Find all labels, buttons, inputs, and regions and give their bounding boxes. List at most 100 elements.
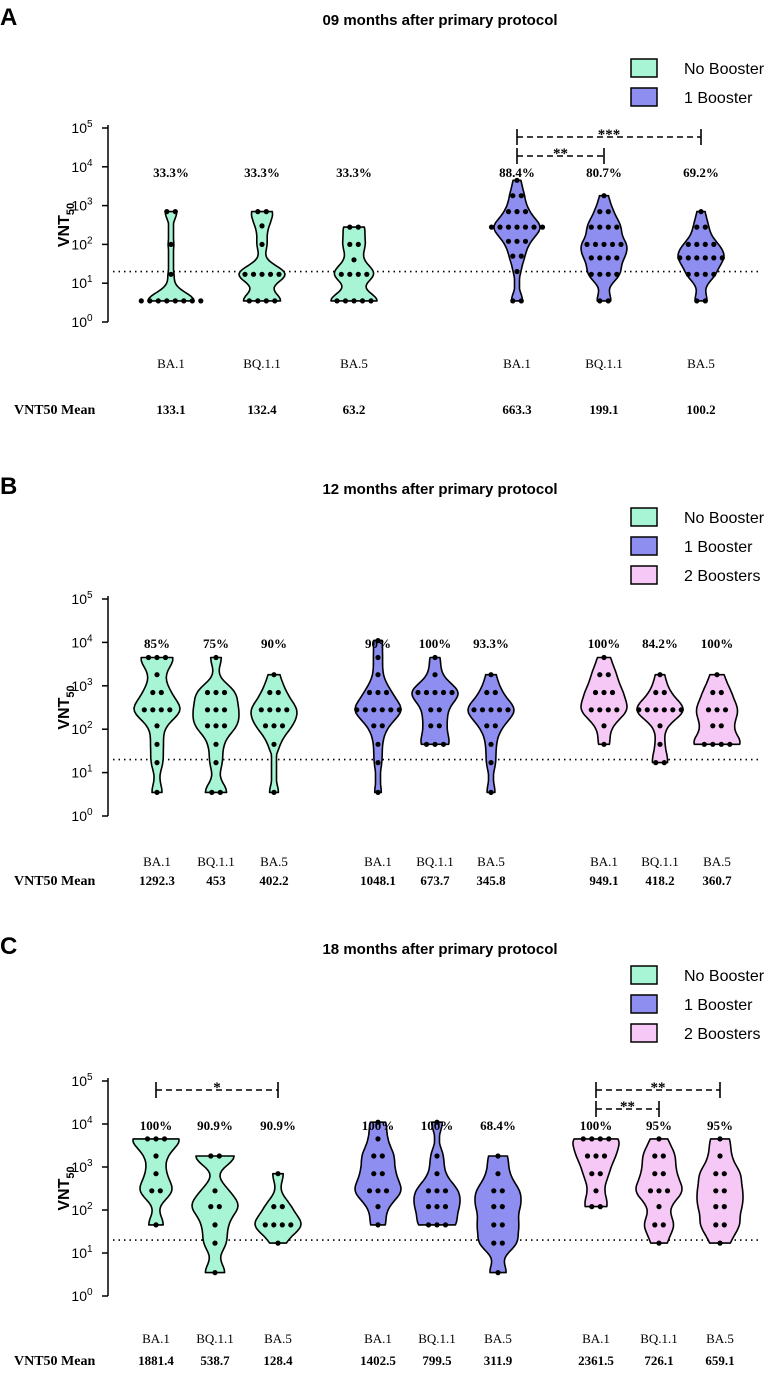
data-point <box>717 1240 723 1246</box>
data-point <box>605 271 611 277</box>
data-point <box>714 707 720 713</box>
violin-body <box>132 1138 180 1226</box>
violin-group: 100% BA.1 949.1 <box>580 636 628 888</box>
significance-bracket: ** <box>595 1080 721 1098</box>
data-point <box>694 255 700 261</box>
data-point <box>212 1222 218 1228</box>
data-point <box>657 741 663 747</box>
data-point <box>213 654 219 661</box>
data-point <box>584 1153 591 1159</box>
data-point <box>605 672 611 678</box>
data-point <box>212 1188 218 1194</box>
violin-body <box>580 194 628 302</box>
category-label: BQ.1.1 <box>640 1331 678 1346</box>
data-point <box>588 271 594 277</box>
data-point <box>423 741 430 747</box>
data-point <box>255 298 261 304</box>
y-tick-label: 102 <box>71 235 93 252</box>
data-point <box>702 224 708 230</box>
data-point <box>396 707 402 713</box>
violin-body <box>147 210 195 302</box>
data-point <box>158 689 164 696</box>
data-point <box>514 177 520 183</box>
y-tick-label: 101 <box>71 764 93 781</box>
data-point <box>255 209 261 215</box>
data-point <box>719 255 725 261</box>
y-tick-label: 103 <box>71 677 93 694</box>
data-point <box>670 707 676 713</box>
data-point <box>347 224 353 230</box>
mean-value: 1881.4 <box>138 1353 174 1368</box>
data-point <box>601 654 607 661</box>
significance-label: ** <box>553 146 568 162</box>
data-point <box>154 672 160 678</box>
legend-swatch <box>630 507 658 527</box>
data-point <box>153 1136 159 1142</box>
data-point <box>155 298 161 304</box>
data-point <box>259 271 265 277</box>
legend-swatch <box>630 565 658 585</box>
category-label: BA.1 <box>503 356 531 371</box>
violin-group: 100% BA.1 1881.4 <box>132 1118 180 1368</box>
data-point <box>347 271 353 277</box>
data-point <box>606 1136 612 1142</box>
data-point <box>189 298 195 304</box>
data-point <box>605 224 611 230</box>
data-point <box>711 255 717 261</box>
violin-body <box>250 673 298 794</box>
panel-a: A 09 months after primary protocol No Boos… <box>0 4 765 418</box>
data-point <box>338 271 344 277</box>
mean-value: 360.7 <box>702 873 732 888</box>
data-point <box>375 1119 381 1125</box>
legend-swatch <box>630 965 658 985</box>
data-point <box>656 1240 662 1246</box>
data-point <box>442 1222 449 1228</box>
violin-body <box>572 1138 620 1208</box>
data-point <box>710 723 716 729</box>
mean-row-label: VNT50 Mean <box>14 1354 95 1369</box>
data-point <box>713 1188 719 1194</box>
data-point <box>597 298 603 304</box>
data-point <box>375 638 381 644</box>
data-point <box>702 255 708 261</box>
mean-value: 453 <box>206 873 226 888</box>
percent-label: 80.7% <box>586 165 622 180</box>
data-point <box>589 1204 595 1210</box>
data-point <box>168 271 174 277</box>
data-point <box>198 298 204 304</box>
data-point <box>471 707 477 713</box>
y-axis-label: VNT50 <box>56 1166 77 1210</box>
data-point <box>718 689 724 696</box>
data-point <box>375 1188 381 1194</box>
violin-body <box>580 656 628 746</box>
data-point <box>484 689 490 696</box>
data-point <box>522 209 529 215</box>
y-tick-label: 105 <box>71 1072 93 1089</box>
data-point <box>514 268 520 275</box>
data-point <box>518 298 524 304</box>
data-point <box>449 689 455 696</box>
data-point <box>415 689 421 696</box>
data-point <box>213 707 219 713</box>
mean-row-label: VNT50 Mean <box>14 403 95 418</box>
data-point <box>505 707 511 713</box>
data-point <box>267 689 273 696</box>
data-point <box>213 723 219 729</box>
data-point <box>597 672 603 678</box>
y-tick-label: 105 <box>71 590 93 607</box>
data-point <box>601 193 607 199</box>
data-point <box>221 707 228 713</box>
data-point <box>727 741 733 747</box>
data-point <box>497 224 503 230</box>
mean-value: 673.7 <box>420 873 450 888</box>
data-point <box>279 723 286 729</box>
y-axis-label: VNT50 <box>56 685 77 729</box>
violin-body <box>254 1172 302 1244</box>
data-point <box>375 1222 381 1228</box>
data-point <box>614 224 620 230</box>
data-point <box>718 723 724 729</box>
category-label: BQ.1.1 <box>197 854 235 869</box>
data-point <box>267 271 274 277</box>
data-point <box>722 707 729 713</box>
data-point <box>351 298 357 304</box>
